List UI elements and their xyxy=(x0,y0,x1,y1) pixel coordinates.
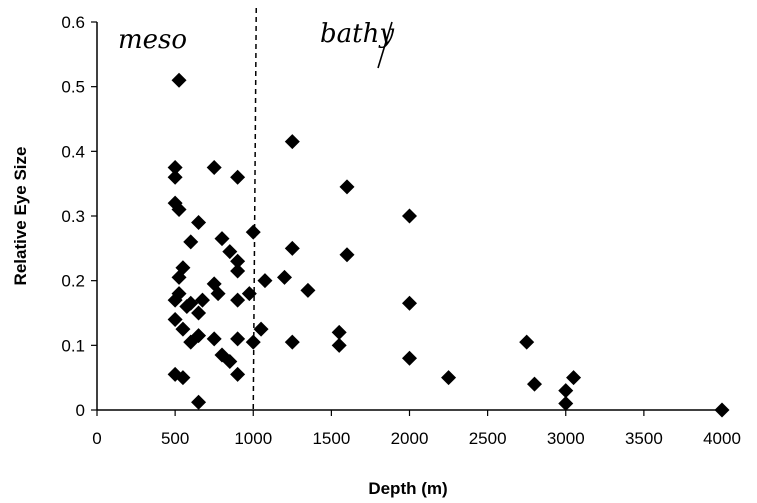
x-tick-label: 0 xyxy=(92,429,101,448)
x-tick-label: 2500 xyxy=(469,429,507,448)
y-tick-label: 0.2 xyxy=(61,272,85,291)
data-point xyxy=(206,331,222,347)
divider-line xyxy=(252,7,257,411)
data-point xyxy=(222,354,238,369)
x-axis-ticks: 0 500 1000 1500 2000 2500 3000 3500 4000 xyxy=(92,410,741,448)
data-point xyxy=(191,305,207,321)
data-point xyxy=(171,202,187,218)
data-point xyxy=(339,247,355,263)
data-point xyxy=(191,214,207,230)
data-point xyxy=(441,370,457,386)
data-point xyxy=(183,334,199,350)
data-point xyxy=(558,383,574,399)
x-tick-label: 3000 xyxy=(547,429,585,448)
y-tick-label: 0.3 xyxy=(61,207,85,226)
y-tick-label: 0.4 xyxy=(61,142,85,161)
data-point xyxy=(714,402,730,418)
data-point xyxy=(300,282,316,298)
meso-bathy-divider xyxy=(252,7,393,411)
data-point xyxy=(179,299,195,315)
x-tick-label: 4000 xyxy=(703,429,741,448)
y-tick-label: 0.1 xyxy=(61,336,85,355)
x-tick-label: 500 xyxy=(161,429,189,448)
data-points xyxy=(167,72,730,418)
data-point xyxy=(402,350,417,366)
data-point xyxy=(214,231,230,247)
x-axis-title: Depth (m) xyxy=(368,479,447,498)
data-point xyxy=(222,244,238,260)
data-point xyxy=(183,234,199,250)
data-point xyxy=(519,334,535,350)
annotation-bathy: bathy xyxy=(320,19,394,49)
data-point xyxy=(167,292,183,308)
data-point xyxy=(230,331,246,347)
x-tick-label: 1000 xyxy=(234,429,272,448)
data-point xyxy=(284,334,300,350)
y-tick-label: 0.5 xyxy=(61,78,85,97)
y-tick-label: 0 xyxy=(76,401,85,420)
data-point xyxy=(171,269,187,285)
data-point xyxy=(284,240,300,256)
data-point xyxy=(210,286,226,302)
data-point xyxy=(245,334,261,350)
data-point xyxy=(339,179,355,195)
annotation-meso: meso xyxy=(118,25,187,55)
data-point xyxy=(167,160,183,175)
data-point xyxy=(245,224,261,240)
data-point xyxy=(230,253,246,269)
data-point xyxy=(206,160,222,175)
data-point xyxy=(331,324,347,340)
x-tick-label: 1500 xyxy=(312,429,350,448)
data-point xyxy=(277,269,292,285)
data-point xyxy=(194,292,210,308)
data-point xyxy=(331,337,347,353)
annotation-stroke xyxy=(377,21,393,69)
data-point xyxy=(230,366,246,382)
data-point xyxy=(175,321,191,337)
data-point xyxy=(230,292,246,308)
data-point xyxy=(566,370,582,386)
data-point xyxy=(527,376,542,392)
data-point xyxy=(230,263,246,279)
y-axis-ticks: 0 0.1 0.2 0.3 0.4 0.5 0.6 xyxy=(61,13,97,420)
data-point xyxy=(284,134,300,150)
data-point xyxy=(402,295,417,311)
data-point xyxy=(171,72,187,88)
data-point xyxy=(402,208,417,224)
x-tick-label: 3500 xyxy=(625,429,663,448)
y-axis-title: Relative Eye Size xyxy=(11,147,30,286)
data-point xyxy=(191,394,207,410)
data-point xyxy=(558,396,574,412)
data-point xyxy=(241,286,257,302)
data-point xyxy=(230,169,246,185)
data-point xyxy=(257,273,273,289)
y-tick-label: 0.6 xyxy=(61,13,85,32)
x-tick-label: 2000 xyxy=(391,429,429,448)
data-point xyxy=(167,169,183,185)
data-point xyxy=(167,311,183,327)
data-point xyxy=(175,370,191,386)
data-point xyxy=(253,321,269,337)
